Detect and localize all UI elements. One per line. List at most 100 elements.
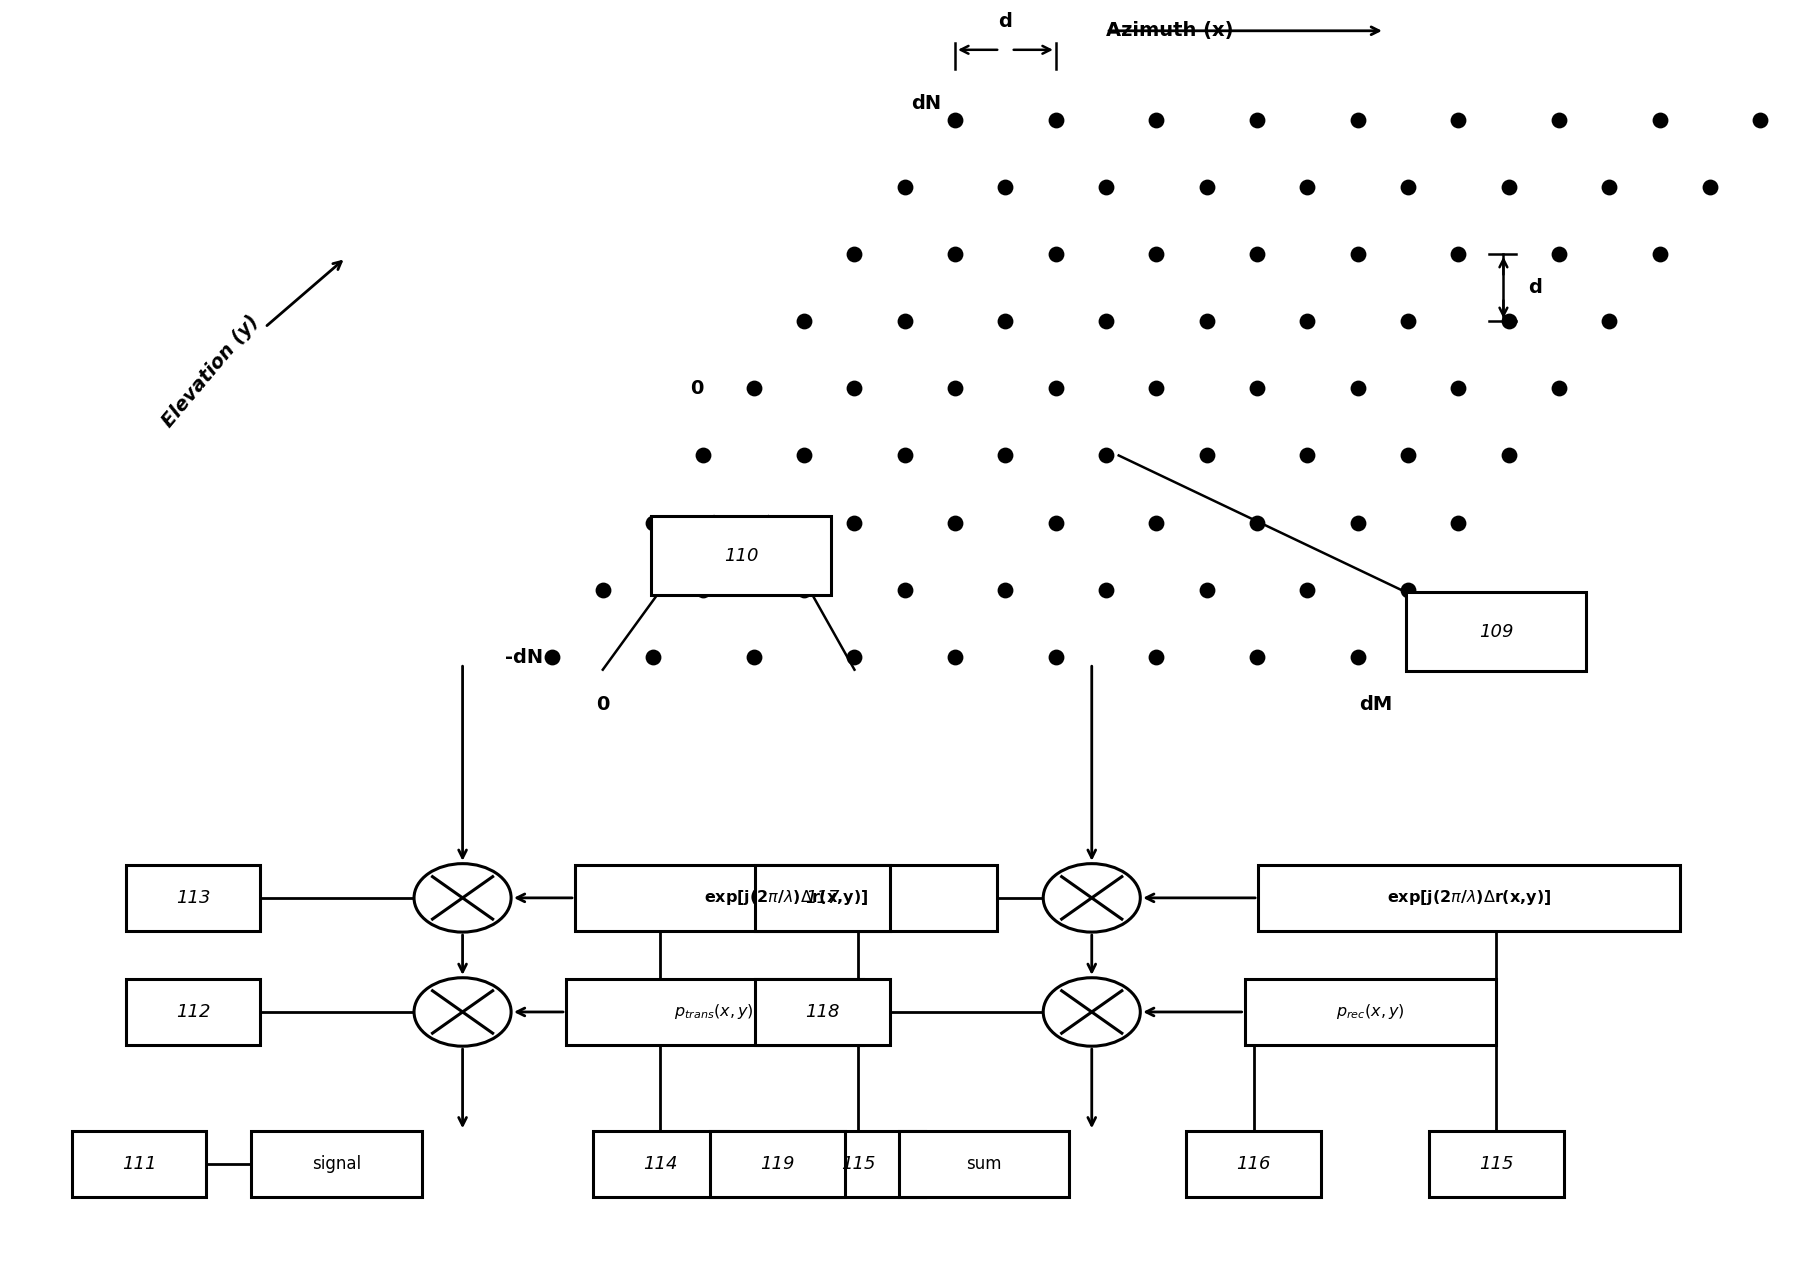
Point [940, 110, 969, 130]
Text: 111: 111 [121, 1155, 157, 1173]
Point [1695, 176, 1724, 197]
Point [1493, 176, 1522, 197]
Point [1141, 110, 1170, 130]
Bar [899, 1131, 1069, 1197]
Point [1141, 378, 1170, 398]
Bar [1258, 865, 1680, 930]
Circle shape [1043, 864, 1139, 931]
Text: 115: 115 [841, 1155, 875, 1173]
Point [839, 647, 868, 667]
Bar [1186, 1131, 1319, 1197]
Bar [1406, 592, 1585, 671]
Circle shape [1043, 977, 1139, 1046]
Bar [72, 1131, 206, 1197]
Bar [565, 979, 863, 1045]
Point [1090, 176, 1119, 197]
Point [1393, 579, 1422, 600]
Point [839, 378, 868, 398]
Point [1090, 445, 1119, 466]
Point [1393, 176, 1422, 197]
Point [1292, 176, 1321, 197]
Point [1343, 110, 1372, 130]
Point [738, 647, 767, 667]
Point [1343, 378, 1372, 398]
Point [1444, 244, 1473, 264]
Text: Elevation (y): Elevation (y) [159, 313, 264, 431]
Point [1745, 110, 1774, 130]
Point [1242, 244, 1271, 264]
Point [738, 513, 767, 533]
Text: d: d [1527, 278, 1541, 297]
Point [1444, 110, 1473, 130]
Point [538, 647, 567, 667]
Point [839, 244, 868, 264]
Point [639, 513, 668, 533]
Point [1041, 244, 1070, 264]
Point [1393, 445, 1422, 466]
Point [1292, 579, 1321, 600]
Bar [754, 865, 890, 930]
Point [1041, 513, 1070, 533]
Text: 118: 118 [805, 1003, 839, 1021]
Text: sum: sum [966, 1155, 1002, 1173]
Text: 0: 0 [690, 379, 704, 398]
Text: Azimuth (x): Azimuth (x) [1105, 22, 1233, 41]
Point [1090, 579, 1119, 600]
Point [1444, 378, 1473, 398]
Point [1543, 244, 1572, 264]
Text: 112: 112 [175, 1003, 209, 1021]
Point [991, 176, 1020, 197]
Point [1644, 244, 1673, 264]
Point [839, 513, 868, 533]
Point [1090, 311, 1119, 332]
Point [1141, 647, 1170, 667]
Point [991, 579, 1020, 600]
Point [588, 579, 617, 600]
Text: 114: 114 [643, 1155, 677, 1173]
Bar [1428, 1131, 1563, 1197]
Point [1242, 647, 1271, 667]
Point [1242, 378, 1271, 398]
Point [639, 647, 668, 667]
Text: 113: 113 [175, 889, 209, 907]
Point [1594, 311, 1623, 332]
Text: d: d [998, 11, 1013, 31]
Text: -dN: -dN [505, 647, 543, 666]
Point [1292, 445, 1321, 466]
Text: 115: 115 [1478, 1155, 1513, 1173]
Point [1393, 311, 1422, 332]
Text: 119: 119 [760, 1155, 794, 1173]
Point [1493, 445, 1522, 466]
Bar [574, 865, 996, 930]
Bar [125, 865, 260, 930]
Text: 110: 110 [724, 546, 758, 564]
Circle shape [413, 864, 511, 931]
Point [1191, 445, 1220, 466]
Text: 0: 0 [596, 695, 608, 715]
Bar [652, 517, 830, 595]
Text: $p_{rec}(x,y)$: $p_{rec}(x,y)$ [1336, 1003, 1404, 1022]
Point [1041, 378, 1070, 398]
Point [1493, 311, 1522, 332]
Point [890, 445, 919, 466]
Text: 117: 117 [805, 889, 839, 907]
Point [789, 579, 818, 600]
Point [738, 378, 767, 398]
Bar [754, 979, 890, 1045]
Point [1644, 110, 1673, 130]
Point [1041, 647, 1070, 667]
Point [1543, 378, 1572, 398]
Point [1343, 513, 1372, 533]
Text: 109: 109 [1478, 623, 1513, 641]
Point [940, 647, 969, 667]
Bar [125, 979, 260, 1045]
Point [940, 244, 969, 264]
Point [1444, 513, 1473, 533]
Point [1343, 244, 1372, 264]
Bar [251, 1131, 422, 1197]
Point [1191, 176, 1220, 197]
Point [991, 311, 1020, 332]
Bar [1244, 979, 1495, 1045]
Point [690, 579, 718, 600]
Point [1191, 579, 1220, 600]
